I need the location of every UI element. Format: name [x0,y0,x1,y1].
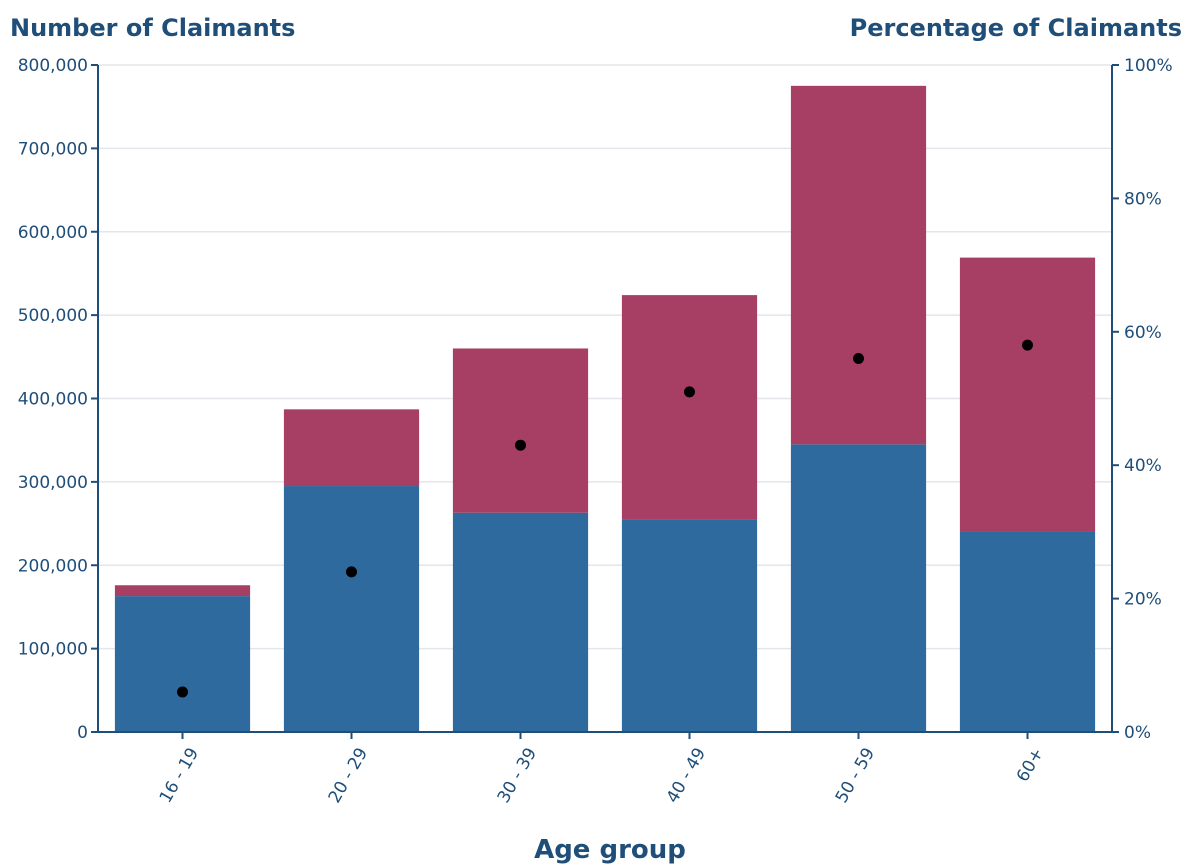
right-tick-label: 0% [1124,723,1151,743]
left-tick-label: 100,000 [18,640,88,660]
bar-segment-upper [959,257,1096,532]
percentage-point [853,352,864,364]
gridlines [98,64,1112,650]
bar-segment-lower [790,444,927,732]
right-axis-title: Percentage of Claimants [850,14,1182,42]
right-tick-label: 60% [1124,323,1162,343]
right-tick-label: 80% [1124,189,1162,209]
left-tick-label: 500,000 [18,306,88,326]
left-tick-label: 0 [77,723,88,743]
bar-segment-lower [959,531,1096,732]
bar-segment-upper [790,85,927,445]
percentage-point [684,386,695,398]
bar-segment-lower [621,519,758,732]
percentage-point [177,686,188,698]
left-tick-label: 300,000 [18,473,88,493]
percentage-points [177,339,1033,698]
left-tick-label: 800,000 [18,56,88,76]
x-tick-label: 40 - 49 [663,744,710,806]
left-tick-label: 200,000 [18,556,88,576]
x-tick-label: 16 - 19 [156,744,203,806]
x-tick-label: 60+ [1013,744,1048,785]
left-tick-label: 700,000 [18,139,88,159]
x-axis-title: Age group [534,835,686,865]
bar-segment-upper [452,348,589,513]
percentage-point [346,566,357,578]
right-tick-label: 20% [1124,590,1162,610]
right-tick-label: 100% [1124,56,1173,76]
bar-segment-lower [452,512,589,732]
bar-segment-upper [621,295,758,520]
x-tick-label: 50 - 59 [832,744,879,806]
x-tick-label: 20 - 29 [325,744,372,806]
left-axis-title: Number of Claimants [10,14,295,42]
bar-segment-lower [114,596,251,732]
left-tick-label: 400,000 [18,390,88,410]
bars [114,85,1096,732]
percentage-point [515,439,526,451]
left-tick-label: 600,000 [18,223,88,243]
bar-segment-upper [114,585,251,597]
bar-segment-upper [283,409,420,487]
x-tick-label: 30 - 39 [494,744,541,806]
axes [91,64,1119,739]
percentage-point [1022,339,1033,351]
bar-segment-lower [283,486,420,732]
right-tick-label: 40% [1124,456,1162,476]
